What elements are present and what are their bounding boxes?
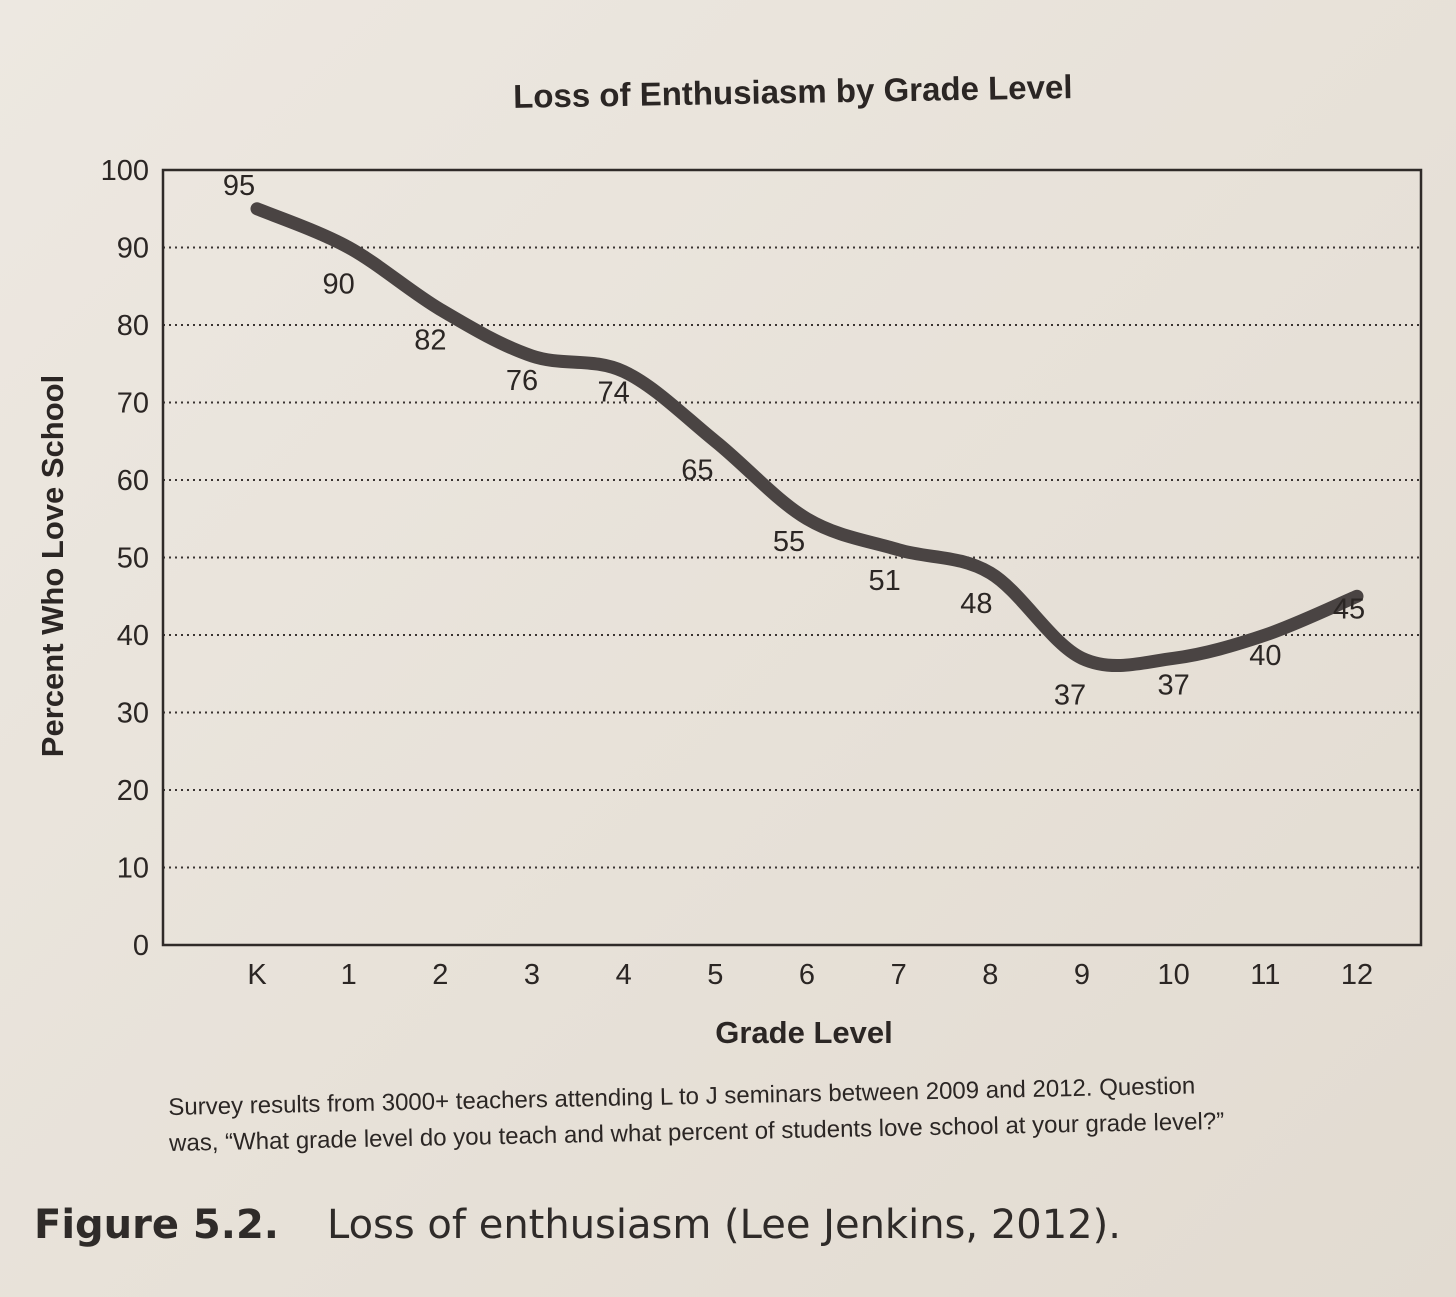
data-label-7: 51	[869, 565, 901, 597]
plot-frame	[161, 168, 1423, 947]
y-tick-100: 100	[101, 155, 149, 187]
figure-caption: Figure 5.2. Loss of enthusiasm (Lee Jenki…	[34, 1202, 1121, 1248]
chart-title: Loss of Enthusiasm by Grade Level	[513, 68, 1073, 115]
y-tick-90: 90	[117, 233, 149, 265]
x-tick-8: 8	[982, 959, 998, 991]
x-tick-9: 9	[1074, 959, 1090, 991]
x-tick-2: 2	[432, 959, 448, 991]
series-line-love-school	[250, 202, 1364, 673]
x-tick-12: 12	[1341, 959, 1373, 991]
x-tick-10: 10	[1158, 959, 1190, 991]
figure-number: Figure 5.2.	[34, 1202, 279, 1248]
y-axis-ticks: 0 10 20 30 40 50 60 70 80 90 100	[101, 155, 149, 962]
y-tick-50: 50	[117, 543, 149, 575]
data-label-12: 45	[1333, 593, 1365, 625]
data-label-6: 55	[773, 526, 805, 558]
x-tick-4: 4	[616, 959, 632, 991]
data-label-9: 37	[1054, 679, 1086, 711]
data-label-K: 95	[223, 170, 255, 202]
data-label-10: 37	[1158, 669, 1190, 701]
x-tick-6: 6	[799, 959, 815, 991]
x-tick-11: 11	[1250, 959, 1280, 991]
y-axis-label: Percent Who Love School	[35, 375, 70, 757]
data-labels: 95 90 82 76 74 65 55 51 48 37 37 40 45	[223, 170, 1365, 712]
data-label-3: 76	[506, 365, 538, 397]
y-tick-70: 70	[117, 388, 149, 420]
data-label-4: 74	[598, 377, 630, 409]
data-label-11: 40	[1249, 640, 1281, 672]
y-tick-80: 80	[117, 310, 149, 342]
x-tick-7: 7	[891, 959, 907, 991]
x-axis-label: Grade Level	[715, 1015, 892, 1050]
data-label-2: 82	[414, 325, 446, 357]
y-tick-30: 30	[117, 698, 149, 730]
data-label-1: 90	[323, 269, 355, 301]
x-tick-1: 1	[341, 959, 357, 991]
y-tick-20: 20	[117, 775, 149, 807]
y-tick-40: 40	[117, 620, 149, 652]
x-tick-K: K	[247, 959, 267, 991]
figure-caption-text: Loss of enthusiasm (Lee Jenkins, 2012).	[326, 1202, 1121, 1248]
y-tick-0: 0	[133, 930, 149, 962]
x-tick-3: 3	[524, 959, 540, 991]
y-tick-60: 60	[117, 465, 149, 497]
data-label-8: 48	[960, 588, 992, 620]
y-tick-10: 10	[117, 853, 149, 885]
x-axis-ticks: K 1 2 3 4 5 6 7 8 9 10 11 12	[247, 959, 1373, 991]
data-label-5: 65	[681, 454, 713, 486]
x-tick-5: 5	[707, 959, 723, 991]
